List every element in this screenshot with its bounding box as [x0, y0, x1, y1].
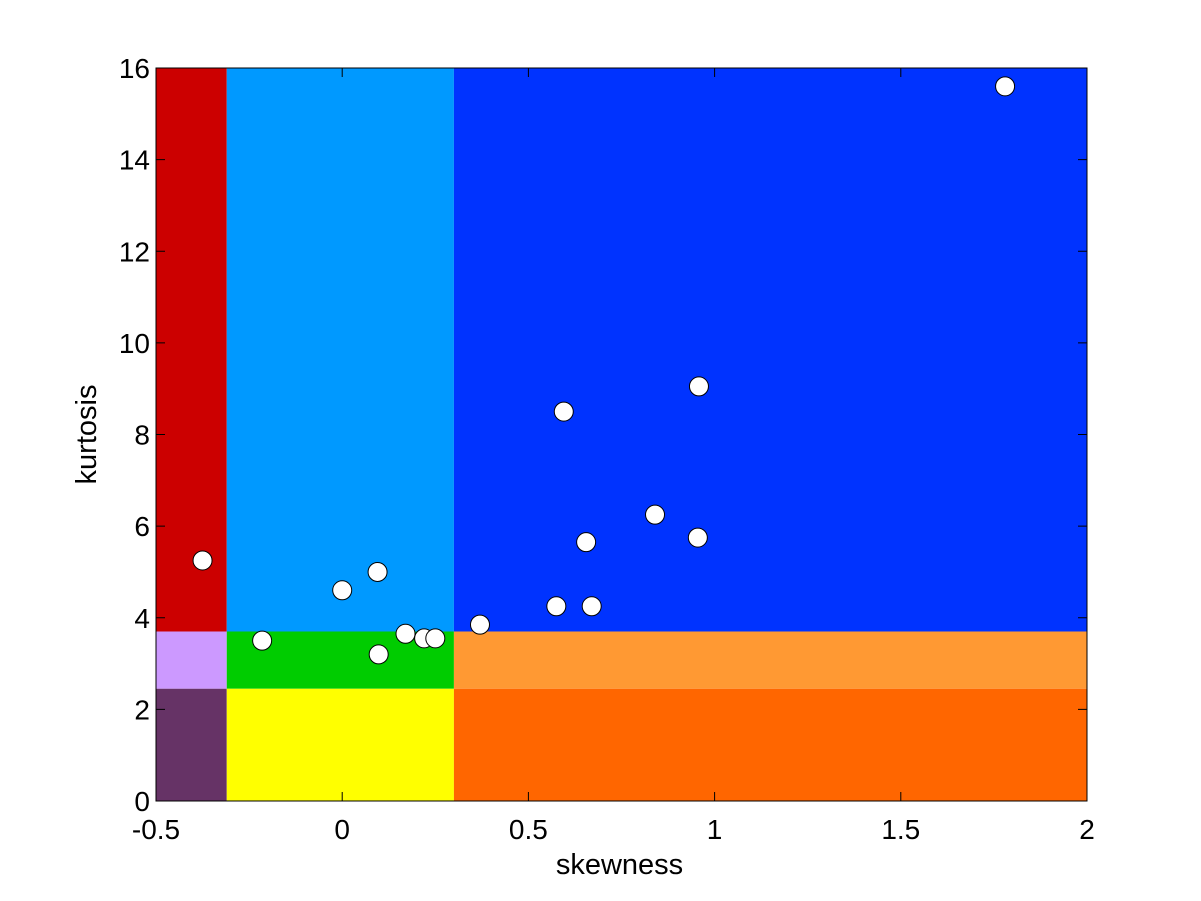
data-point — [332, 580, 353, 601]
data-point — [576, 532, 597, 553]
region-7 — [226, 688, 454, 801]
data-point — [546, 596, 567, 617]
y-tick-label: 6 — [134, 511, 150, 542]
x-tick-label: -0.5 — [132, 814, 180, 845]
data-point — [687, 527, 708, 548]
region-2 — [453, 68, 1087, 632]
data-point — [367, 561, 388, 582]
point-layer — [192, 76, 1016, 665]
data-point — [368, 644, 389, 665]
y-tick-label: 10 — [119, 328, 150, 359]
data-point — [252, 630, 273, 651]
y-tick-label: 14 — [119, 145, 150, 176]
data-point — [192, 550, 213, 571]
data-point — [688, 376, 709, 397]
y-tick-label: 12 — [119, 236, 150, 267]
region-6 — [156, 688, 227, 801]
y-tick-label: 4 — [134, 603, 150, 634]
x-tick-label: 1.5 — [881, 814, 920, 845]
region-1 — [226, 68, 454, 632]
data-point — [581, 596, 602, 617]
x-tick-label: 2 — [1079, 814, 1095, 845]
data-point — [469, 614, 490, 635]
region-5 — [453, 631, 1087, 689]
data-point — [995, 76, 1016, 97]
data-point — [395, 623, 416, 644]
region-8 — [453, 688, 1087, 801]
y-tick-label: 0 — [134, 786, 150, 817]
region-layer — [156, 68, 1087, 801]
x-tick-label: 0 — [334, 814, 350, 845]
data-point — [553, 401, 574, 422]
data-point — [645, 504, 666, 525]
y-tick-label: 16 — [119, 53, 150, 84]
y-axis-title: kurtosis — [71, 385, 103, 485]
data-point — [425, 628, 446, 649]
region-0 — [156, 68, 227, 632]
y-tick-label: 8 — [134, 420, 150, 451]
x-tick-label: 1 — [707, 814, 723, 845]
y-tick-label: 2 — [134, 694, 150, 725]
x-axis-title: skewness — [556, 849, 683, 881]
region-3 — [156, 631, 227, 689]
x-tick-label: 0.5 — [509, 814, 548, 845]
